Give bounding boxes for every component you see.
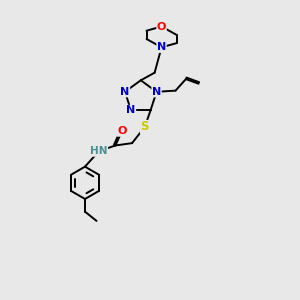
Text: N: N [157,42,166,52]
Text: N: N [120,87,130,97]
Text: O: O [117,126,127,136]
Text: S: S [140,121,149,134]
Text: O: O [157,22,166,32]
Text: HN: HN [90,146,108,156]
Text: N: N [126,105,136,116]
Text: N: N [152,87,161,97]
